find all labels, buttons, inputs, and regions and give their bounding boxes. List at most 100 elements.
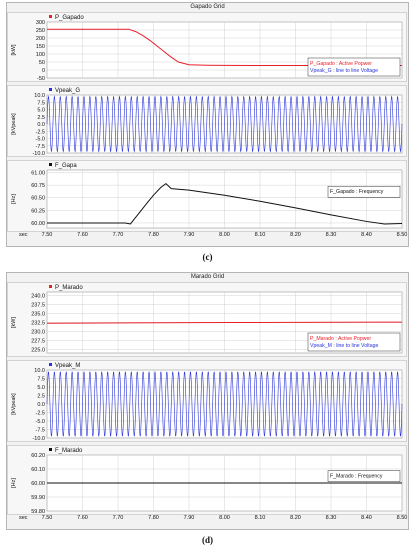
x-tick-label: 8.20 — [290, 232, 301, 238]
y-unit-label: [Hz] — [11, 194, 17, 204]
y-tick-label: 240.0 — [31, 294, 45, 300]
legend-label: Vpeak_M — [55, 363, 80, 369]
y-tick-label: 10.0 — [34, 368, 45, 374]
x-tick-label: 7.90 — [184, 232, 195, 238]
y-unit-label: [Hz] — [11, 478, 17, 488]
y-tick-label: 5.0 — [37, 108, 45, 114]
annotation-text: Vpeak_M : line to line Voltage — [310, 343, 378, 349]
y-tick-label: 200 — [36, 36, 45, 42]
annotation-frame — [307, 332, 401, 352]
panel-f-marado: F_Marado [Hz] 60.20 60.10 60.00 59.90 59.80 F_M… — [7, 445, 407, 515]
y-tick-label: 0.0 — [37, 122, 45, 128]
y-tick-label: -2.5 — [36, 129, 45, 135]
x-tick-label: 8.50 — [397, 232, 408, 238]
x-tick-label: 7.50 — [42, 515, 53, 521]
y-tick-label: 60.00 — [31, 481, 45, 487]
y-tick-label: 230.0 — [31, 329, 45, 335]
y-tick-label: 60.50 — [31, 196, 45, 202]
gapado-grid-title: Gapado Grid — [190, 4, 225, 10]
marado-grid-chart: P_Marado [kW] 240.0 237.5 235.0 232.5 230.0 227… — [7, 282, 408, 521]
legend-marker — [49, 163, 52, 166]
y-tick-label: 0 — [42, 68, 45, 74]
annotation-frame — [327, 470, 401, 482]
marado-grid-title: Marado Grid — [190, 274, 225, 280]
y-tick-label: -5.0 — [36, 419, 45, 425]
y-tick-label: 60.10 — [31, 467, 45, 473]
x-tick-label: 7.70 — [113, 232, 124, 238]
panel-f-gapa: F_Gapa [Hz] 61.00 60.75 60.50 60.25 60.00 F_Gap… — [7, 160, 407, 232]
y-tick-label: 7.5 — [37, 100, 45, 106]
x-tick-label: 8.30 — [326, 515, 337, 521]
gapado-grid-chart: P_Gapado [kW] 300 250 200 150 100 50 0 -50 P_Gapad… — [7, 12, 407, 238]
y-unit-label: [kW] — [11, 317, 17, 328]
y-tick-label: 2.5 — [37, 115, 45, 121]
annotation-frame — [327, 185, 401, 198]
series-line-vpeak-m — [46, 371, 403, 437]
series-line-p-marado — [46, 321, 403, 324]
legend-marker — [49, 448, 52, 451]
y-tick-label: 235.0 — [31, 312, 45, 318]
x-tick-label: 7.60 — [77, 515, 88, 521]
legend-marker — [49, 363, 52, 366]
legend-label: P_Marado — [55, 285, 83, 291]
panel-p-marado: P_Marado [kW] 240.0 237.5 235.0 232.5 230.0 227… — [7, 282, 407, 357]
y-tick-label: 59.80 — [31, 509, 45, 515]
y-tick-label: 227.5 — [31, 338, 45, 344]
y-tick-label: -2.5 — [36, 411, 45, 417]
y-tick-label: -7.5 — [36, 428, 45, 434]
annotation-box: F_Marado : Frequency — [327, 470, 401, 482]
x-tick-label: 7.60 — [77, 232, 88, 238]
annotation-box: F_Gapado : Frequency — [327, 185, 401, 198]
x-tick-label: 7.80 — [148, 515, 159, 521]
x-axis: sec 7.50 7.60 7.70 7.80 7.90 8.00 8.10 8.20 8.30 8… — [19, 232, 407, 238]
x-tick-label: 7.90 — [184, 515, 195, 521]
figure-caption-d: (d) — [202, 535, 213, 545]
x-tick-label: 7.70 — [113, 515, 124, 521]
x-axis-label: sec — [19, 515, 28, 521]
x-tick-label: 8.30 — [326, 232, 337, 238]
y-tick-label: 60.20 — [31, 453, 45, 459]
marado-grid-window: Marado Grid P_Marado [kW] 240.0 237.5 235.0 2… — [6, 272, 409, 530]
x-tick-label: 8.40 — [361, 515, 372, 521]
x-tick-label: 8.10 — [255, 515, 266, 521]
panel-p-gapado: P_Gapado [kW] 300 250 200 150 100 50 0 -50 P_Gapad… — [7, 12, 407, 82]
y-unit-label: [kVpeak] — [11, 113, 17, 135]
legend-label: F_Marado — [55, 448, 83, 454]
y-unit-label: [kW] — [11, 44, 17, 55]
x-tick-label: 8.00 — [219, 232, 230, 238]
y-tick-label: -7.5 — [36, 144, 45, 150]
series-line-f-gapa — [47, 182, 403, 225]
x-tick-label: 8.40 — [361, 232, 372, 238]
y-tick-label: 250 — [36, 28, 45, 34]
y-tick-label: 50 — [39, 60, 45, 66]
legend-marker — [49, 88, 52, 91]
y-tick-label: 232.5 — [31, 321, 45, 327]
y-tick-label: -5.0 — [36, 137, 45, 143]
panel-vpeak-g: Vpeak_G[kVpeak]10.07.55.02.50.0-2.5-5.0-… — [7, 85, 407, 157]
y-tick-label: -10.0 — [32, 151, 45, 157]
gapado-grid-window: Gapado Grid P_Gapado [kW] 300 250 200 150 100 5… — [6, 2, 409, 247]
y-unit-label: [kVpeak] — [11, 393, 17, 415]
annotation-text: F_Gapado : Frequency — [330, 189, 384, 195]
x-tick-label: 7.50 — [42, 232, 53, 238]
x-tick-label: 8.00 — [219, 515, 230, 521]
y-tick-label: 7.5 — [37, 377, 45, 383]
legend-label: F_Gapa — [55, 163, 77, 169]
legend-label: P_Gapado — [55, 15, 84, 21]
y-tick-label: 59.90 — [31, 495, 45, 501]
series-line-p-gapado — [47, 28, 402, 67]
y-tick-label: 100 — [36, 52, 45, 58]
x-axis-label: sec — [19, 232, 28, 238]
y-tick-label: 10.0 — [34, 93, 45, 99]
y-tick-label: -50 — [37, 76, 45, 82]
x-tick-label: 8.50 — [397, 515, 408, 521]
y-tick-label: 60.25 — [31, 208, 45, 214]
legend-marker — [49, 285, 52, 288]
y-tick-label: 225.0 — [31, 347, 45, 353]
y-tick-label: 0.0 — [37, 402, 45, 408]
y-tick-label: 60.75 — [31, 183, 45, 189]
annotation-text: P_Marado : Active Popwer — [310, 336, 371, 342]
annotation-text: Vpeak_G : line to line Voltage — [310, 68, 378, 74]
